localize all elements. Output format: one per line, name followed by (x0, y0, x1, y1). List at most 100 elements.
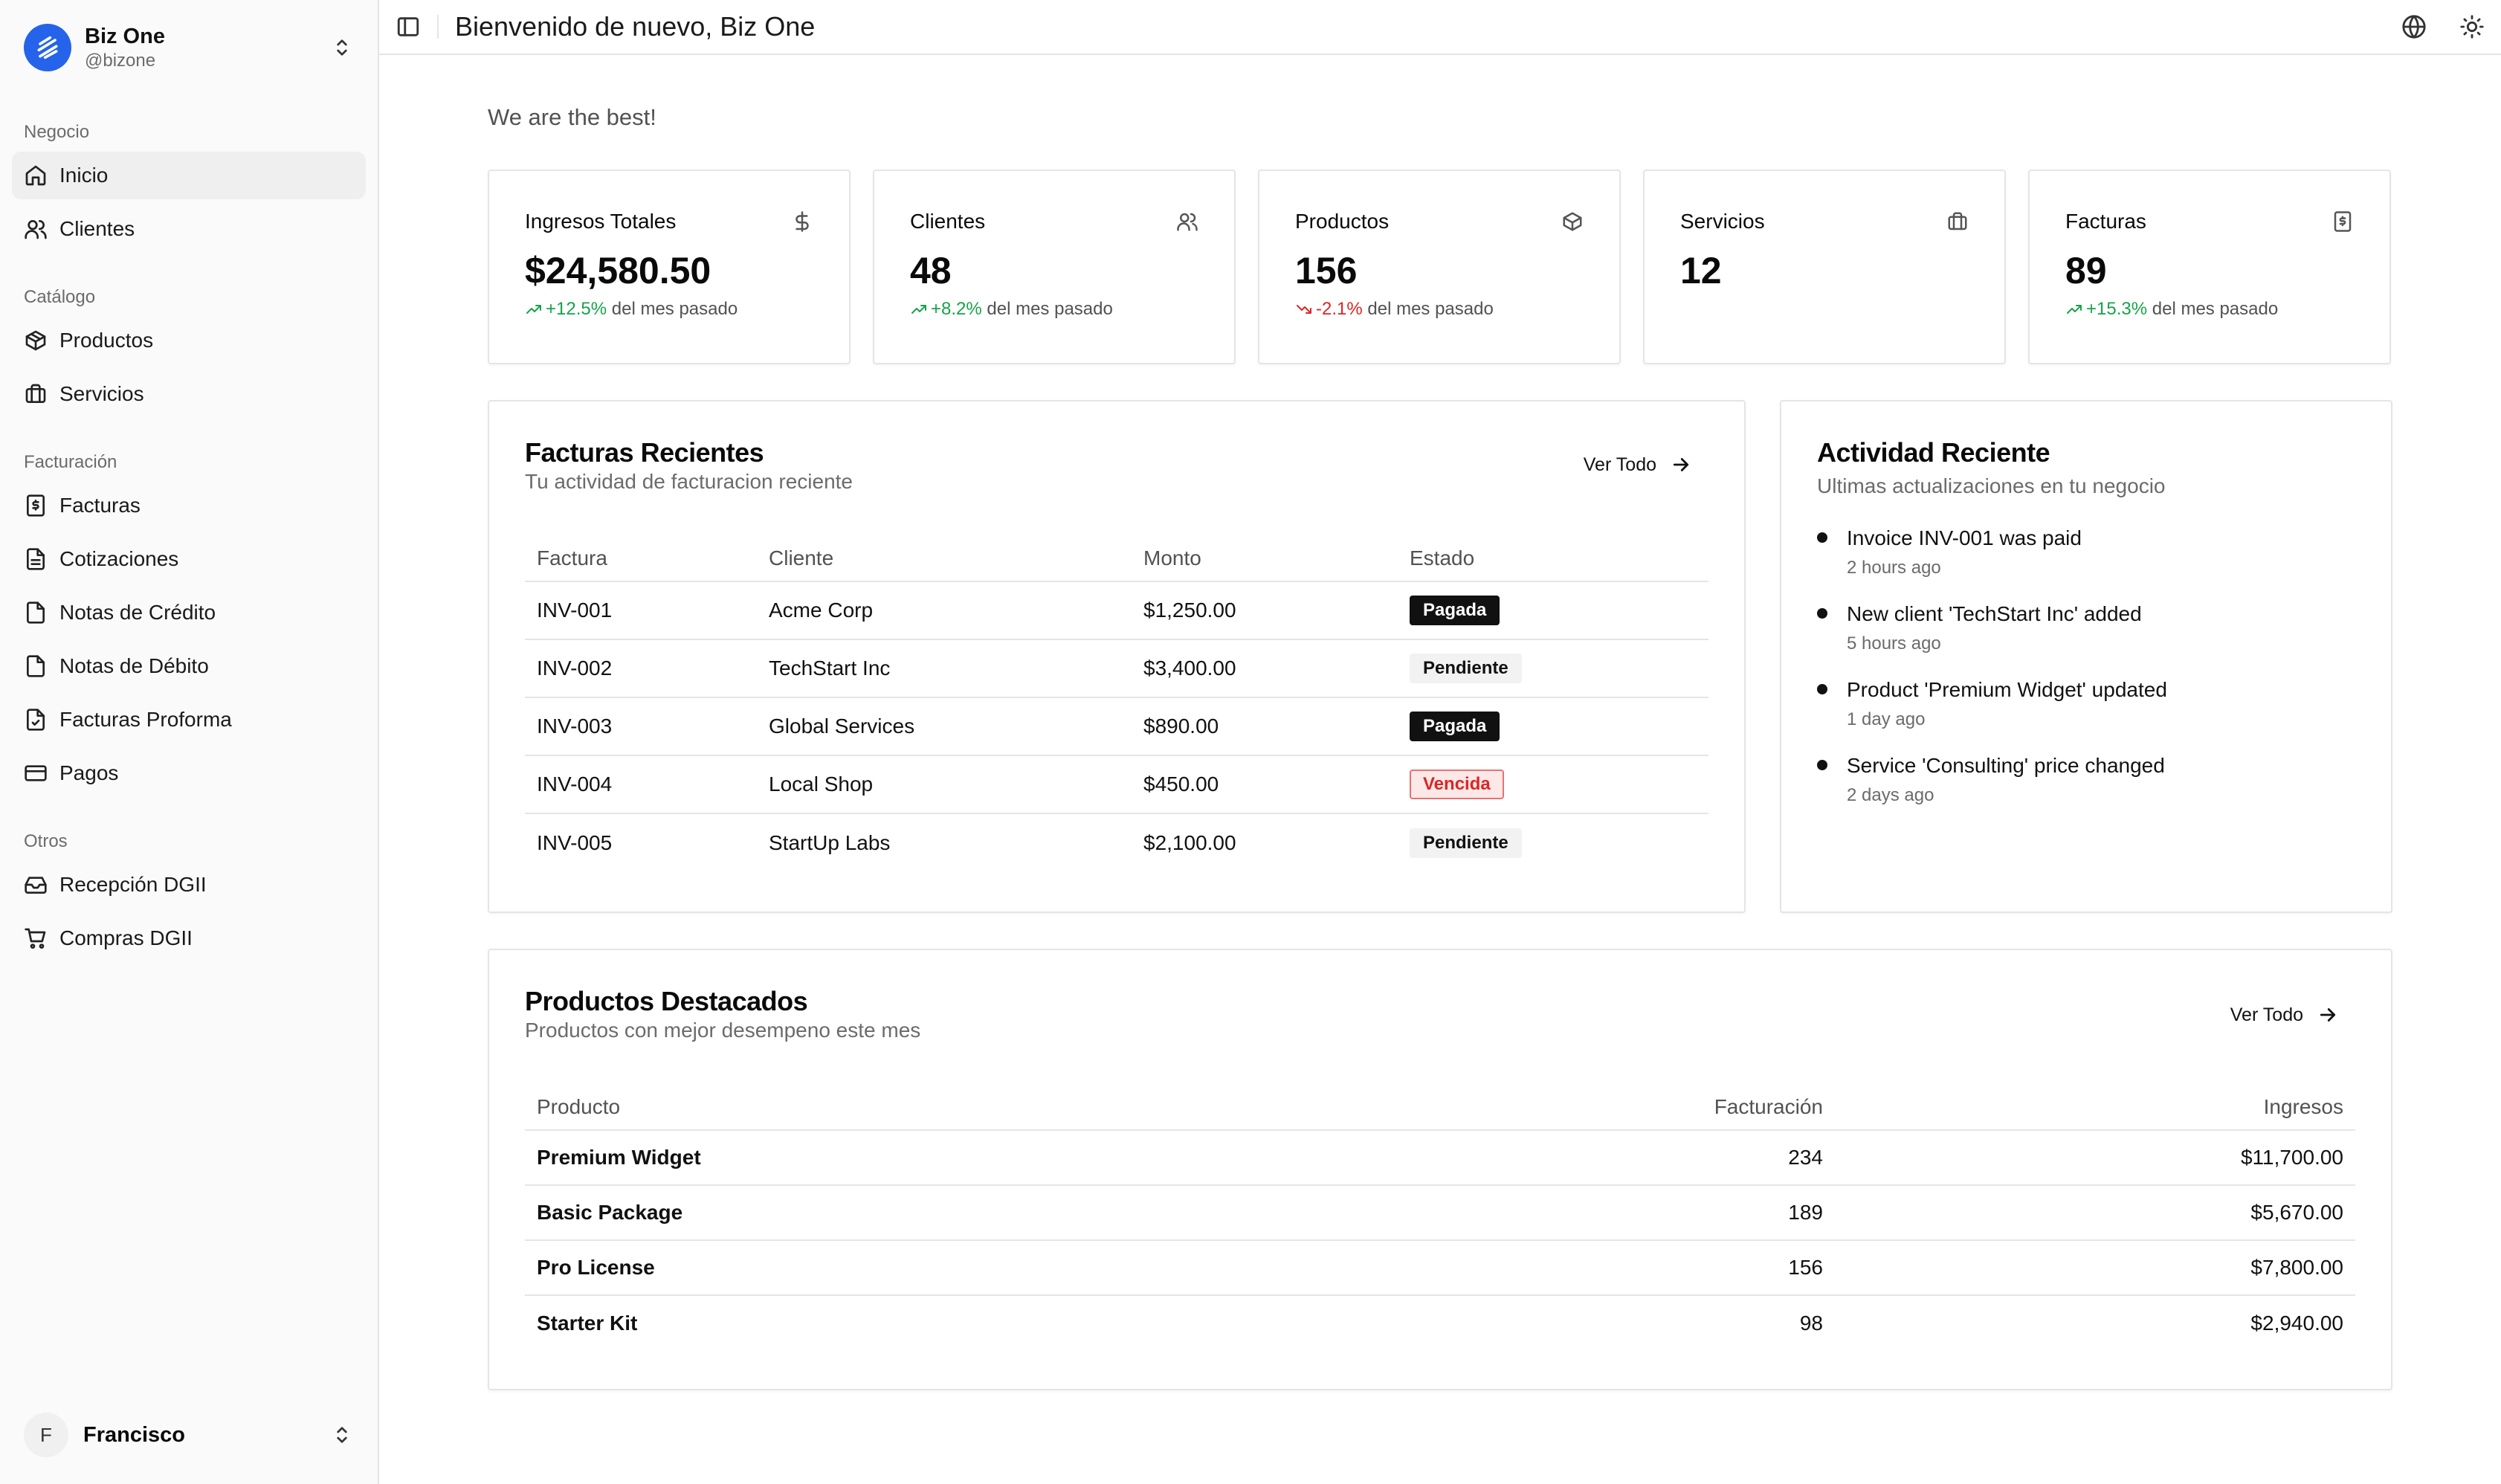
status-badge: Vencida (1410, 770, 1504, 799)
stat-card-ingresos: Ingresos Totales $24,580.50 +12.5% del m… (488, 170, 851, 364)
invoice-id: INV-003 (525, 697, 757, 756)
product-billing: 98 (1799, 1311, 1823, 1335)
table-row[interactable]: INV-005 StartUp Labs $2,100.00 Pendiente (525, 813, 1708, 871)
panel-subtitle: Ultimas actualizaciones en tu negocio (1817, 474, 2166, 497)
sidebar-item-recepcion-dgii[interactable]: Recepción DGII (12, 861, 366, 909)
product-name: Basic Package (525, 1185, 1314, 1241)
product-name: Pro License (525, 1240, 1314, 1296)
table-row[interactable]: INV-002 TechStart Inc $3,400.00 Pendient… (525, 639, 1708, 698)
sidebar-item-productos[interactable]: Productos (12, 317, 366, 364)
main-content: Bienvenido de nuevo, Biz One We are the … (379, 0, 2501, 1484)
stat-change: +15.3% del mes pasado (2065, 299, 2354, 320)
sidebar-item-compras-dgii[interactable]: Compras DGII (12, 914, 366, 962)
status-badge: Pendiente (1410, 828, 1522, 858)
sidebar-item-servicios[interactable]: Servicios (12, 370, 366, 418)
top-bar: Bienvenido de nuevo, Biz One (379, 0, 2501, 55)
activity-list: Invoice INV-001 was paid 2 hours ago New… (1817, 525, 2355, 806)
table-row[interactable]: INV-004 Local Shop $450.00 Vencida (525, 755, 1708, 814)
sidebar-item-label: Clientes (59, 217, 135, 240)
nav-group-otros: Otros Recepción DGII Compras DGII (12, 827, 366, 962)
stat-change-suffix: del mes pasado (987, 299, 1113, 319)
list-item: New client 'TechStart Inc' added 5 hours… (1817, 601, 2355, 654)
invoice-client: Global Services (757, 697, 1132, 756)
user-menu[interactable]: F Francisco (12, 1404, 366, 1466)
table-row[interactable]: Basic Package 189 $5,670.00 (525, 1185, 2355, 1241)
stat-change-suffix: del mes pasado (2152, 299, 2279, 319)
receipt-icon (27, 494, 45, 517)
invoice-id: INV-004 (525, 755, 757, 814)
product-revenue: $7,800.00 (1835, 1240, 2355, 1296)
group-label: Facturación (24, 452, 117, 472)
user-name: Francisco (83, 1422, 185, 1447)
briefcase-icon (1948, 212, 1967, 230)
trending-up-icon (911, 305, 926, 314)
column-header: Cliente (757, 523, 1132, 582)
sidebar-toggle-icon[interactable] (396, 14, 421, 39)
users-icon (1177, 213, 1198, 231)
panel-title: Productos Destacados (525, 986, 808, 1016)
trending-down-icon (1297, 305, 1311, 314)
product-billing: 189 (1314, 1185, 1835, 1241)
featured-products-panel: Productos Destacados Productos con mejor… (488, 949, 2392, 1390)
invoice-amount: $450.00 (1132, 755, 1398, 814)
sidebar-item-facturas-proforma[interactable]: Facturas Proforma (12, 696, 366, 743)
activity-time: 1 day ago (1847, 709, 1926, 729)
package-icon (25, 330, 46, 351)
sidebar-item-label: Notas de Crédito (59, 601, 216, 624)
sidebar-item-label: Inicio (59, 164, 109, 187)
status-badge: Pagada (1410, 596, 1500, 625)
group-label: Otros (24, 831, 68, 851)
status-badge: Pendiente (1410, 654, 1522, 683)
table-row[interactable]: INV-003 Global Services $890.00 Pagada (525, 697, 1708, 756)
recent-invoices-panel: Facturas Recientes Tu actividad de factu… (488, 400, 1746, 913)
table-row[interactable]: Starter Kit 98 $2,940.00 (525, 1295, 2355, 1350)
column-header: Monto (1132, 523, 1398, 582)
sidebar-item-notas-credito[interactable]: Notas de Crédito (12, 589, 366, 636)
sidebar-item-inicio[interactable]: Inicio (12, 152, 366, 199)
view-all-products-button[interactable]: Ver Todo (2230, 1004, 2339, 1026)
activity-text: Product 'Premium Widget' updated (1847, 678, 2167, 701)
sidebar: Biz One @bizone Negocio Inicio Clientes … (0, 0, 379, 1484)
column-header: Producto (525, 1072, 1314, 1131)
sun-icon[interactable] (2459, 14, 2485, 39)
activity-time: 2 days ago (1847, 785, 1934, 805)
view-all-label: Ver Todo (2230, 1004, 2303, 1025)
table-row[interactable]: Pro License 156 $7,800.00 (525, 1240, 2355, 1296)
stat-title: Ingresos Totales (525, 210, 677, 233)
brand-handle: @bizone (85, 51, 156, 71)
list-item: Invoice INV-001 was paid 2 hours ago (1817, 525, 2355, 578)
activity-time: 2 hours ago (1847, 558, 1941, 578)
sidebar-item-facturas[interactable]: Facturas (12, 482, 366, 529)
stat-change: +8.2% del mes pasado (910, 299, 1198, 320)
sidebar-item-label: Pagos (59, 761, 119, 784)
sidebar-item-label: Recepción DGII (59, 873, 207, 896)
invoice-client: Acme Corp (757, 581, 1132, 640)
sidebar-item-cotizaciones[interactable]: Cotizaciones (12, 535, 366, 583)
table-row[interactable]: Premium Widget 234 $11,700.00 (525, 1130, 2355, 1186)
avatar: F (24, 1413, 68, 1457)
sidebar-item-notas-debito[interactable]: Notas de Débito (12, 642, 366, 690)
stat-change-suffix: del mes pasado (611, 299, 738, 319)
recent-activity-panel: Actividad Reciente Ultimas actualizacion… (1780, 400, 2392, 913)
package-icon (1563, 212, 1582, 231)
users-icon (25, 220, 47, 239)
list-item: Service 'Consulting' price changed 2 day… (1817, 752, 2355, 806)
page-title: Bienvenido de nuevo, Biz One (455, 11, 816, 42)
stats-cards: Ingresos Totales $24,580.50 +12.5% del m… (488, 170, 2392, 364)
table-row[interactable]: INV-001 Acme Corp $1,250.00 Pagada (525, 581, 1708, 640)
stat-title: Facturas (2065, 210, 2146, 233)
sidebar-item-label: Productos (59, 329, 154, 352)
tagline: We are the best! (488, 104, 656, 130)
products-table: Producto Facturación Ingresos Premium Wi… (525, 1072, 2355, 1350)
sidebar-item-pagos[interactable]: Pagos (12, 749, 366, 797)
brand-switcher[interactable]: Biz One @bizone (12, 0, 366, 95)
stat-value: $24,580.50 (525, 250, 711, 291)
file-icon (27, 548, 45, 570)
activity-text: Service 'Consulting' price changed (1847, 754, 2165, 777)
globe-icon[interactable] (2401, 14, 2427, 39)
file-icon (27, 655, 45, 677)
trending-up-icon (2067, 305, 2082, 314)
view-all-invoices-button[interactable]: Ver Todo (1584, 454, 1692, 476)
sidebar-item-clientes[interactable]: Clientes (12, 205, 366, 253)
